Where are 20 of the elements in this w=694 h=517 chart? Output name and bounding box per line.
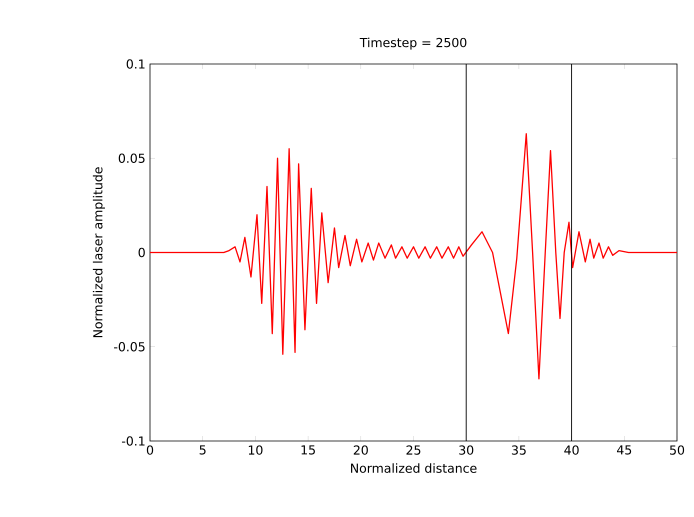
x-tick-label: 50 [670, 445, 684, 455]
x-tick-label: 15 [302, 445, 315, 455]
x-tick-label: 0 [146, 445, 154, 455]
y-axis-title: Normalized laser amplitude [92, 167, 105, 338]
x-tick-label: 40 [564, 445, 579, 455]
x-axis-title: Normalized distance [351, 463, 477, 473]
y-tick-label: 0 [138, 248, 145, 258]
y-tick-label: -0.1 [122, 436, 145, 446]
x-tick-label: 35 [512, 445, 526, 455]
y-tick-label: 0.05 [118, 154, 145, 163]
y-tick-label: 0.1 [126, 59, 145, 69]
x-tick-label: 10 [248, 445, 262, 455]
chart-title: Timestep = 2500 [360, 38, 466, 50]
x-tick-label: 25 [406, 445, 420, 455]
x-tick-label: 5 [200, 445, 206, 455]
x-tick-label: 45 [616, 445, 632, 455]
x-tick-label: 20 [354, 445, 368, 455]
x-tick-label: 30 [459, 445, 474, 455]
line-series [150, 133, 677, 380]
y-tick-label: -0.05 [114, 342, 145, 352]
